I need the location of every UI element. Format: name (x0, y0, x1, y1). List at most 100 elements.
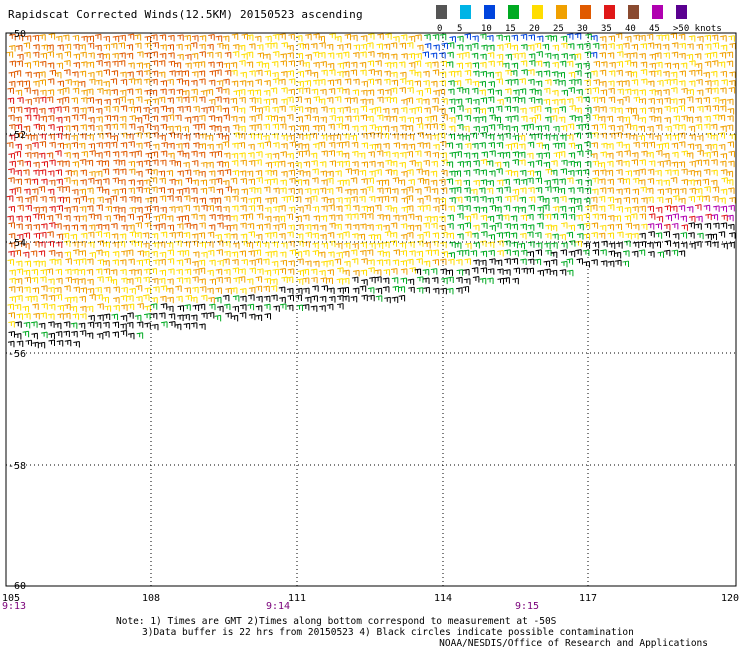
wind-barb (424, 123, 431, 130)
wind-barb (503, 125, 511, 132)
wind-barb (207, 161, 214, 169)
wind-barb (104, 305, 112, 312)
wind-barb (721, 242, 728, 250)
wind-barb (494, 161, 502, 169)
wind-barb (448, 170, 456, 177)
wind-barb (630, 71, 638, 78)
wind-barb (24, 35, 32, 42)
wind-barb (512, 96, 519, 103)
wind-barb (103, 313, 111, 321)
wind-barb (664, 205, 671, 212)
wind-barb (689, 160, 696, 168)
wind-barb (552, 233, 559, 241)
wind-barb (222, 134, 230, 142)
wind-barb (424, 195, 431, 202)
wind-barb (430, 52, 438, 60)
wind-barb (641, 141, 648, 149)
wind-barb (87, 321, 95, 329)
wind-barb (695, 159, 702, 166)
wind-barb (249, 97, 256, 104)
wind-barb (231, 215, 238, 222)
wind-barb (310, 268, 318, 276)
wind-barb (8, 114, 15, 122)
wind-barb (641, 150, 648, 158)
wind-barb (575, 96, 583, 103)
wind-barb (662, 152, 670, 160)
wind-barb (407, 224, 415, 232)
wind-barb (47, 313, 55, 320)
wind-barb (70, 322, 78, 329)
wind-barb (583, 213, 590, 220)
wind-barb (390, 61, 398, 69)
wind-barb (78, 322, 86, 330)
wind-barb (409, 107, 416, 115)
wind-barb (598, 116, 606, 123)
wind-barb (359, 285, 367, 292)
wind-barb (33, 232, 40, 240)
wind-barb (57, 313, 64, 320)
wind-barb (511, 34, 518, 42)
wind-barb (311, 276, 318, 284)
wind-barb (607, 260, 615, 268)
wind-barb (231, 251, 239, 258)
wind-barb (223, 205, 230, 213)
note-line: 3)Data buffer is 22 hrs from 20150523 4)… (142, 627, 634, 638)
wind-barb (649, 53, 656, 61)
wind-barb (390, 268, 398, 275)
wind-barb (431, 105, 439, 112)
wind-barb (446, 161, 454, 168)
wind-barb (46, 152, 54, 159)
wind-barb (182, 96, 190, 104)
wind-barb (80, 97, 88, 104)
wind-barb (174, 125, 182, 132)
wind-barb (694, 170, 702, 177)
wind-barb (599, 169, 607, 176)
wind-barb (39, 79, 46, 86)
wind-barb (135, 232, 142, 239)
wind-barb (543, 98, 551, 106)
wind-barb (480, 97, 488, 104)
wind-barb (23, 80, 30, 87)
wind-barb (585, 179, 592, 186)
wind-barb (289, 105, 296, 113)
wind-barb (567, 43, 575, 50)
wind-barb (623, 178, 630, 185)
wind-barb (535, 133, 542, 140)
wind-barb (319, 224, 327, 232)
wind-barb (168, 132, 175, 139)
wind-barb (127, 213, 134, 221)
wind-barb (616, 107, 623, 115)
wind-barb (8, 321, 15, 328)
wind-barb (263, 303, 271, 311)
wind-barb (248, 160, 256, 167)
wind-barb (169, 70, 176, 77)
wind-barb (200, 89, 208, 97)
wind-barb (390, 232, 398, 239)
wind-barb (504, 186, 511, 193)
wind-barb (249, 124, 256, 131)
wind-barb (598, 162, 606, 169)
wind-barb (192, 123, 200, 131)
wind-barb (176, 205, 183, 213)
wind-barb (248, 43, 256, 50)
wind-barb (199, 278, 206, 285)
wind-barb (271, 133, 279, 140)
wind-barb (593, 79, 600, 86)
wind-barb (568, 213, 576, 221)
wind-barb (55, 213, 62, 220)
wind-barb (22, 330, 30, 338)
wind-barb (310, 305, 318, 312)
wind-barb (96, 60, 103, 67)
wind-barb (568, 53, 576, 61)
wind-barb (103, 232, 111, 239)
wind-barb (576, 88, 583, 96)
wind-barb (527, 170, 535, 177)
wind-barb (407, 241, 415, 249)
wind-barb (374, 78, 382, 86)
wind-barb (321, 242, 328, 250)
wind-barb (239, 295, 247, 303)
wind-barb (281, 196, 288, 203)
wind-barb (95, 170, 103, 178)
wind-barb (270, 169, 278, 177)
wind-barb (566, 98, 574, 105)
